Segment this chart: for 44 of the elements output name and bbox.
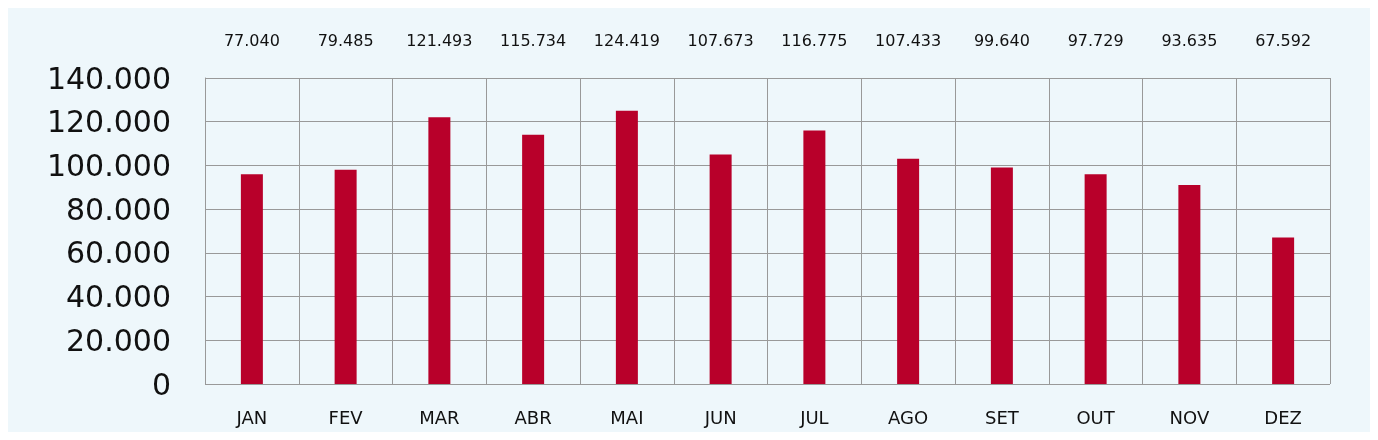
bar [1084,174,1107,384]
y-tick-label: 140.000 [46,60,171,96]
text: 107.673 [687,30,754,50]
text: 107.433 [875,30,942,50]
bar [897,158,920,384]
bar [709,154,732,384]
x-tick-label: SET [984,406,1020,428]
x-tick-label: OUT [1076,406,1116,428]
bar [428,117,451,384]
text: 97.729 [1067,30,1124,50]
text: 79.485 [317,30,374,50]
text: 99.640 [973,30,1030,50]
text: 116.775 [781,30,848,50]
bar [803,130,826,384]
x-tick-label: NOV [1169,406,1210,428]
y-tick-label: 120.000 [46,104,171,140]
x-tick-label: ABR [514,406,552,428]
x-tick-label: JAN [235,406,268,428]
text: 115.734 [500,30,567,50]
y-tick-label: 0 [151,366,171,402]
text: 121.493 [406,30,473,50]
x-tick-label: JUN [703,406,737,428]
x-tick-label: MAI [610,406,644,428]
bar [334,169,357,384]
x-tick-label: MAR [419,406,460,428]
bar [240,174,263,384]
y-tick-label: 40.000 [66,279,171,315]
y-tick-label: 60.000 [66,235,171,271]
y-tick-label: 20.000 [66,322,171,358]
bar [1272,237,1295,384]
y-tick-label: 100.000 [46,147,171,183]
text: 93.635 [1161,30,1218,50]
y-tick-label: 80.000 [66,191,171,227]
x-tick-label: AGO [888,406,929,428]
bar [1178,185,1201,384]
bar [522,134,545,384]
x-tick-label: DEZ [1264,406,1302,428]
bar [990,167,1013,384]
x-tick-label: JUL [799,406,829,428]
text: 67.592 [1255,30,1312,50]
text: 124.419 [593,30,660,50]
text: 77.040 [223,30,280,50]
x-tick-label: FEV [328,406,364,428]
bar [615,110,638,384]
